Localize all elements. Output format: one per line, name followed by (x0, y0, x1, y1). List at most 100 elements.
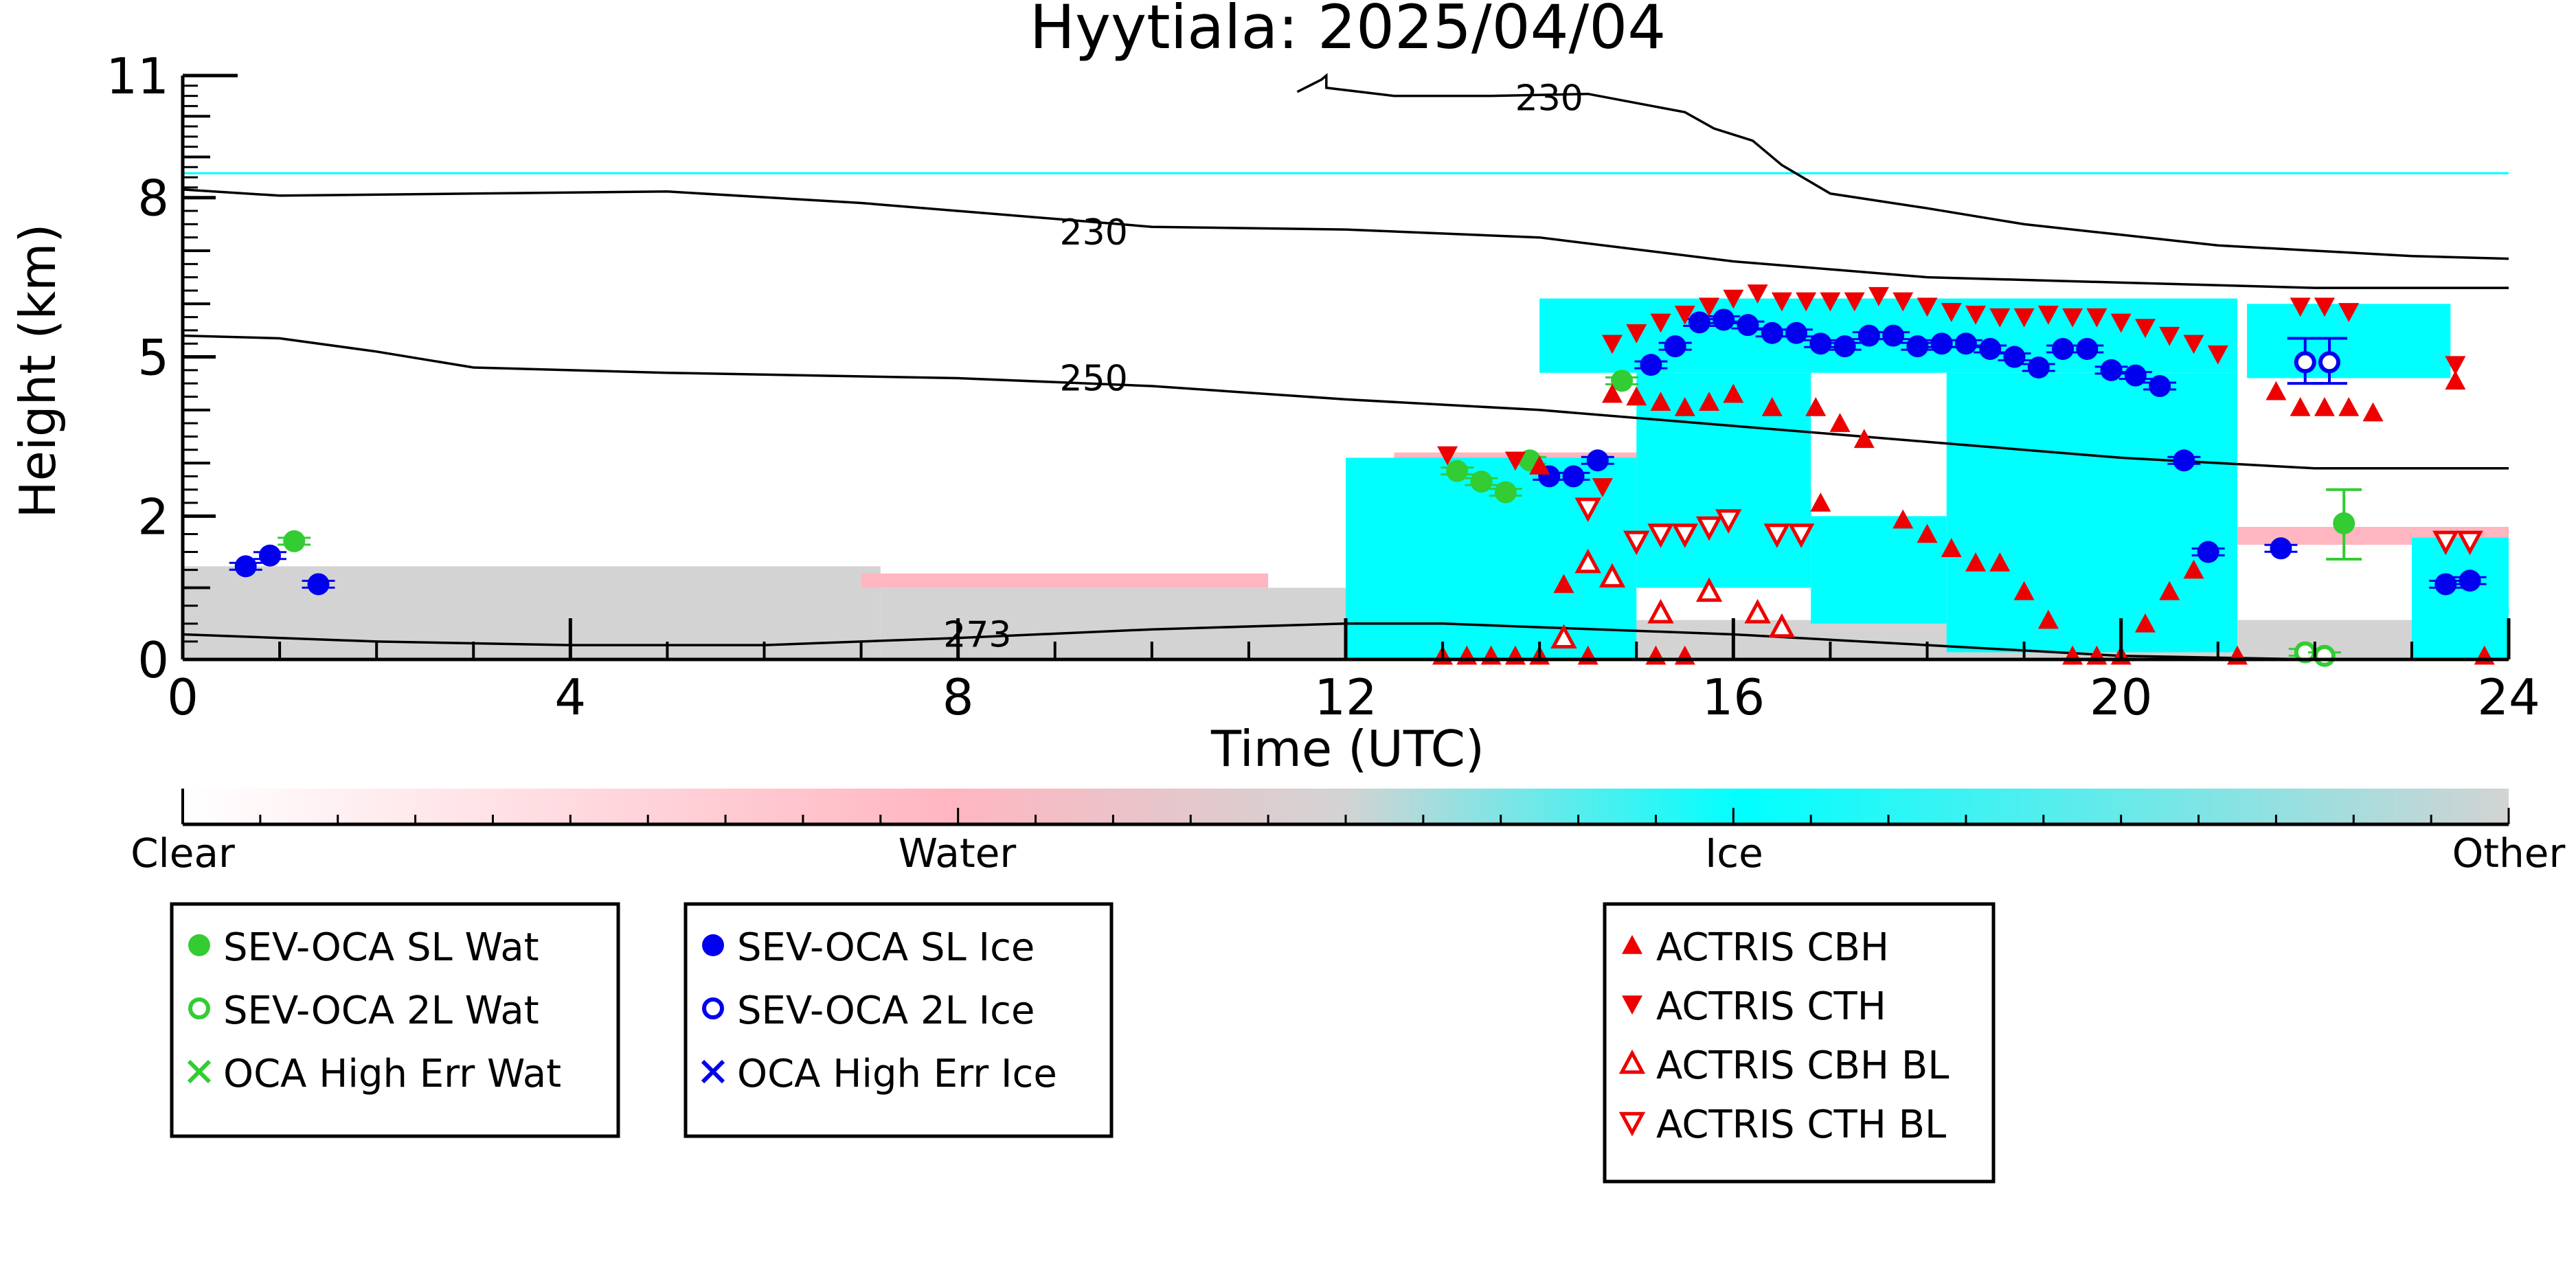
data-point (1763, 523, 1791, 548)
data-point (1626, 324, 1647, 343)
legend-label: OCA High Err Wat (223, 1052, 561, 1096)
x-tick-label: 4 (554, 668, 586, 726)
legend-label: SEV-OCA SL Wat (223, 925, 539, 970)
marker-layer (229, 284, 2495, 667)
data-point (1699, 392, 1720, 411)
data-point (2013, 580, 2035, 600)
series-sev-oca-sl-ice (229, 308, 2487, 596)
data-point (2338, 303, 2360, 322)
isotherm-line (182, 334, 2509, 470)
x-tick-label: 8 (942, 668, 974, 726)
data-point (2134, 319, 2156, 339)
data-point (1470, 471, 1493, 493)
data-point (2333, 512, 2355, 534)
classification-layer (183, 172, 2509, 659)
data-point (2037, 305, 2059, 325)
data-point (1768, 613, 1796, 638)
data-point (2149, 375, 2171, 398)
data-point (1713, 308, 1735, 331)
legend-box-2: SEV-OCA SL Ice SEV-OCA 2L Ice OCA High Err… (683, 902, 1114, 1138)
y-axis-label: Height (km) (9, 224, 67, 519)
data-point (1671, 523, 1698, 548)
data-point (1868, 286, 1889, 306)
data-point (1574, 548, 1601, 574)
legend-marker (701, 1059, 725, 1084)
data-point (1553, 574, 1574, 594)
data-point (1805, 396, 1827, 416)
data-point (2062, 308, 2083, 328)
y-tick-label: 2 (137, 488, 169, 545)
data-point (1723, 383, 1744, 403)
data-point (2110, 313, 2132, 333)
data-point (1446, 460, 1469, 482)
legend-frame (170, 902, 620, 1138)
data-point (1688, 311, 1710, 334)
data-point (2434, 573, 2457, 596)
data-point (1954, 332, 1977, 355)
data-point (1917, 523, 1938, 543)
legend-marker (187, 1059, 212, 1084)
legend-frame (1603, 902, 1996, 1184)
data-point (1787, 523, 1815, 548)
data-point (2314, 396, 2335, 416)
legend-marker (702, 997, 724, 1019)
isotherm-label: 230 (1515, 78, 1583, 120)
x-tick-label: 20 (2090, 668, 2153, 726)
data-point (2159, 326, 2180, 346)
data-point (1965, 552, 1987, 572)
data-point (1989, 552, 2011, 572)
data-point (1664, 335, 1686, 358)
legends: SEV-OCA SL Wat SEV-OCA 2L Wat OCA High Err… (170, 902, 1996, 1184)
data-point (1747, 284, 1768, 304)
x-axis-label: Time (UTC) (1210, 720, 1484, 778)
colorbar-label: Clear (131, 830, 235, 877)
data-point (1695, 577, 1723, 602)
data-point (2183, 335, 2204, 354)
data-point (2445, 356, 2466, 376)
legend-marker (1618, 1111, 1646, 1137)
colorbar-label: Other (2452, 830, 2566, 877)
data-point (1623, 530, 1650, 556)
y-tick-label: 5 (137, 329, 169, 387)
legend-marker (1622, 935, 1642, 954)
data-point (1611, 370, 1634, 392)
data-point (1586, 449, 1609, 472)
data-point (1979, 337, 2002, 360)
data-point (1650, 313, 1671, 333)
data-point (2290, 297, 2311, 317)
y-tick-label: 11 (106, 47, 169, 105)
data-point (2290, 396, 2311, 416)
legend-label: ACTRIS CBH (1656, 925, 1889, 970)
series-actris-cth-bl (1574, 497, 2483, 556)
data-point (1592, 478, 1613, 497)
data-point (1796, 292, 1817, 312)
data-point (1550, 624, 1577, 648)
colorbar-label: Water (899, 830, 1017, 877)
data-point (2013, 308, 2035, 328)
colorbar-label: Ice (1705, 830, 1763, 877)
data-point (1626, 386, 1647, 406)
x-tick-label: 0 (167, 668, 199, 726)
data-point (1771, 292, 1792, 312)
data-point (258, 544, 281, 567)
data-point (1647, 598, 1674, 624)
data-point (1785, 321, 1808, 344)
data-point (1699, 297, 1720, 317)
data-point (1941, 538, 1962, 558)
data-point (234, 555, 257, 578)
data-point (1715, 509, 1742, 534)
data-point (1737, 314, 1759, 337)
data-point (2313, 644, 2336, 667)
data-point (2197, 541, 2219, 563)
data-point (1723, 289, 1744, 309)
legend-frame (683, 902, 1114, 1138)
data-point (1601, 335, 1623, 354)
data-point (1761, 321, 1783, 344)
legend-label: SEV-OCA 2L Ice (737, 988, 1035, 1033)
data-point (283, 530, 306, 552)
legend-box-1: SEV-OCA SL Wat SEV-OCA 2L Wat OCA High Err… (170, 902, 620, 1138)
x-tick-label: 24 (2477, 668, 2540, 726)
data-point (1930, 332, 1953, 355)
data-point (1893, 509, 1914, 529)
